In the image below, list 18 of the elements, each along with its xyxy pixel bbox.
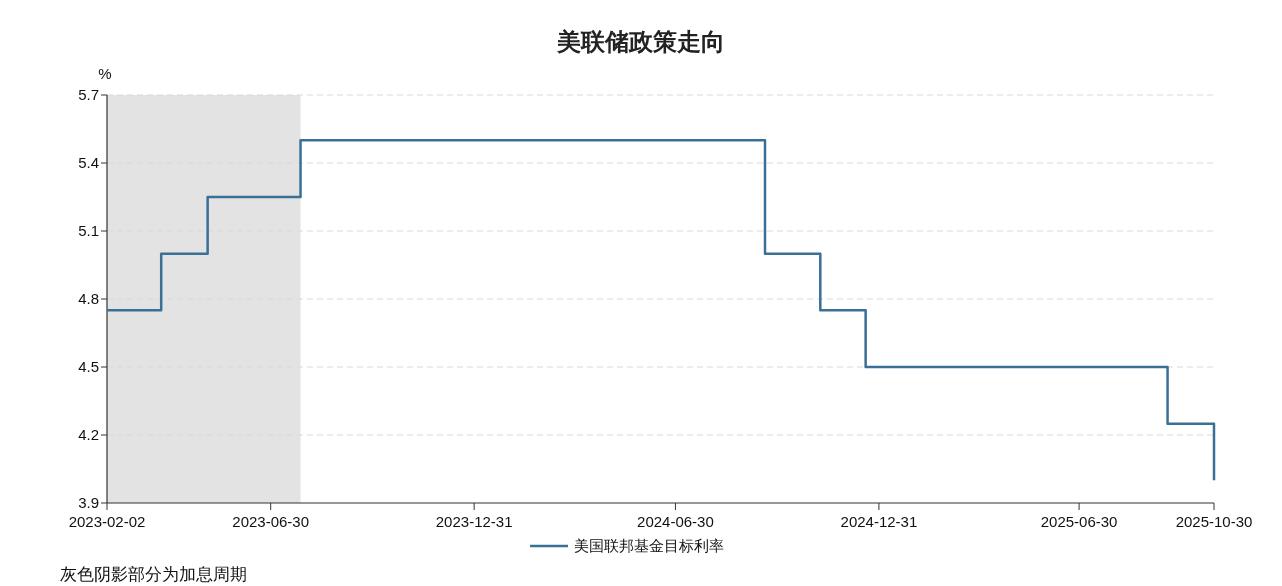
y-tick-label: 5.4	[78, 154, 99, 171]
y-tick-label: 4.2	[78, 426, 99, 443]
x-tick-label: 2024-12-31	[840, 513, 918, 530]
x-tick-label: 2024-06-30	[637, 513, 714, 530]
chart-title: 美联储政策走向	[556, 28, 725, 55]
x-tick-label: 2023-06-30	[232, 513, 310, 530]
y-tick-label: 5.7	[78, 86, 99, 103]
x-tick-label: 2025-10-30	[1175, 513, 1253, 530]
legend-label: 美国联邦基金目标利率	[574, 537, 724, 554]
x-tick-label: 2025-06-30	[1040, 513, 1118, 530]
y-tick-label: 5.1	[78, 222, 99, 239]
text: 灰色阴影部分为加息周期	[60, 565, 247, 584]
y-tick-label: 4.5	[78, 358, 99, 375]
x-tick-label: 2023-12-31	[435, 513, 513, 530]
y-tick-label: 4.8	[78, 290, 99, 307]
x-tick-label: 2023-02-02	[68, 513, 146, 530]
y-tick-label: 3.9	[78, 494, 99, 511]
y-axis-title: %	[98, 65, 112, 82]
